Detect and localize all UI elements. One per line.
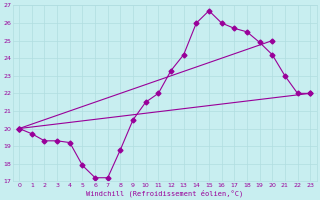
X-axis label: Windchill (Refroidissement éolien,°C): Windchill (Refroidissement éolien,°C)	[86, 189, 243, 197]
